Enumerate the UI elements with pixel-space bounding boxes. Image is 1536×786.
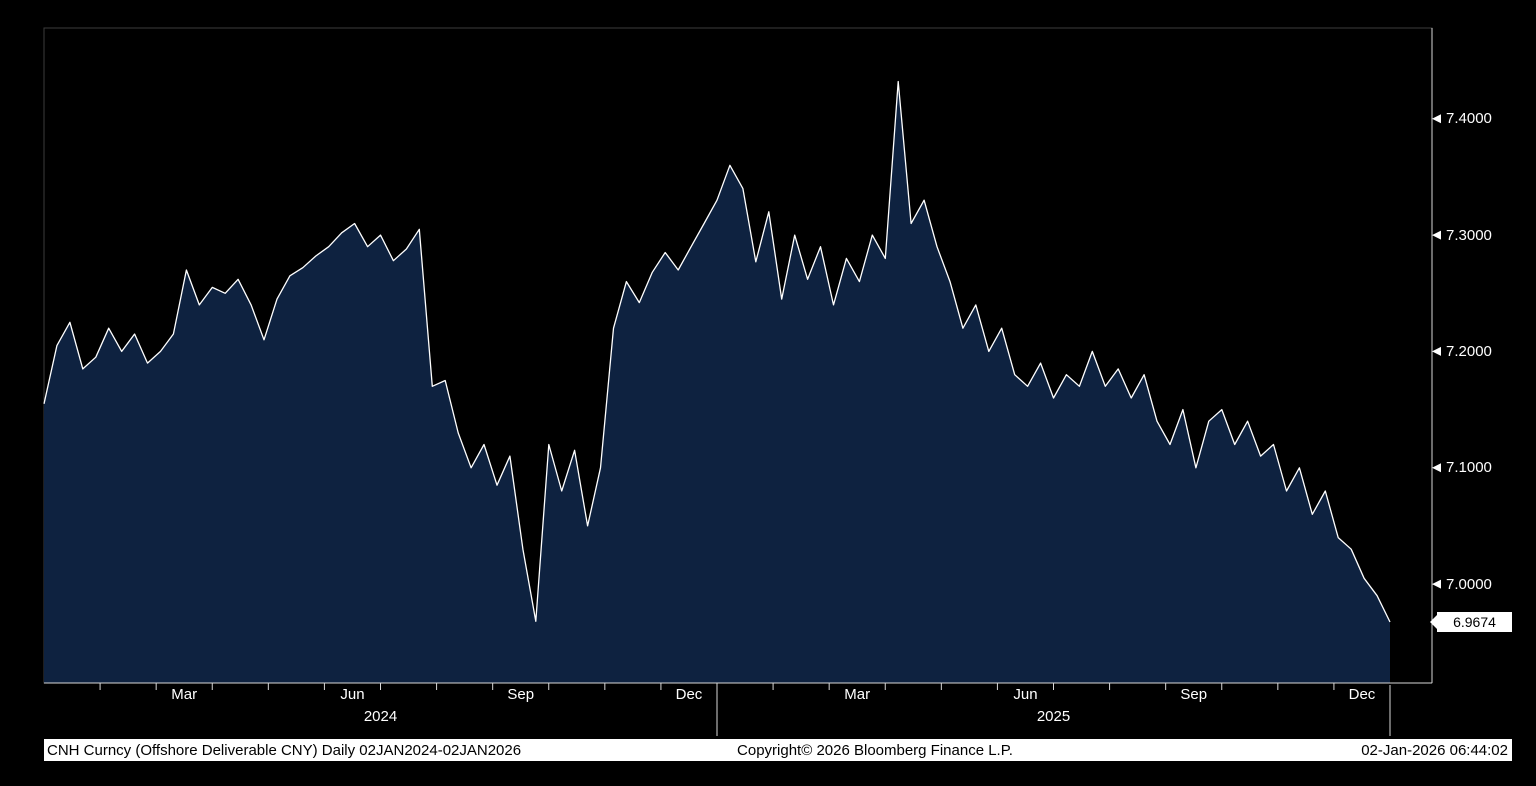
y-tick-arrow: [1432, 579, 1441, 589]
y-tick-arrow: [1432, 114, 1441, 124]
x-axis-month-label: Dec: [675, 686, 703, 703]
x-axis-month-label: Sep: [507, 686, 535, 703]
footer-bar: CNH Curncy (Offshore Deliverable CNY) Da…: [44, 739, 1512, 761]
y-axis-label: 7.1000: [1446, 459, 1492, 477]
y-tick-arrow: [1432, 230, 1441, 240]
x-axis-month-label: Mar: [171, 686, 198, 703]
x-axis-month-label: Dec: [1348, 686, 1376, 703]
last-price-badge: 6.9674: [1430, 612, 1512, 633]
price-line: [43, 80, 1391, 623]
x-axis-year-label: 2024: [363, 708, 398, 725]
x-axis-month-label: Mar: [844, 686, 871, 703]
copyright-text: Copyright© 2026 Bloomberg Finance L.P.: [737, 742, 1013, 759]
x-axis-month-label: Jun: [340, 686, 365, 703]
y-axis-label: 7.4000: [1446, 110, 1492, 128]
price-area-fill: [44, 81, 1390, 683]
x-axis-month-label: Sep: [1180, 686, 1208, 703]
timestamp: 02-Jan-2026 06:44:02: [1361, 742, 1508, 759]
y-tick-arrow: [1432, 463, 1441, 473]
x-axis-year-label: 2025: [1036, 708, 1071, 725]
chart-description: CNH Curncy (Offshore Deliverable CNY) Da…: [47, 742, 522, 759]
y-axis-label: 7.3000: [1446, 226, 1492, 244]
y-axis-label: 7.0000: [1446, 575, 1492, 593]
y-axis-label: 7.2000: [1446, 342, 1492, 360]
x-axis-month-label: Jun: [1013, 686, 1038, 703]
y-tick-arrow: [1432, 346, 1441, 356]
